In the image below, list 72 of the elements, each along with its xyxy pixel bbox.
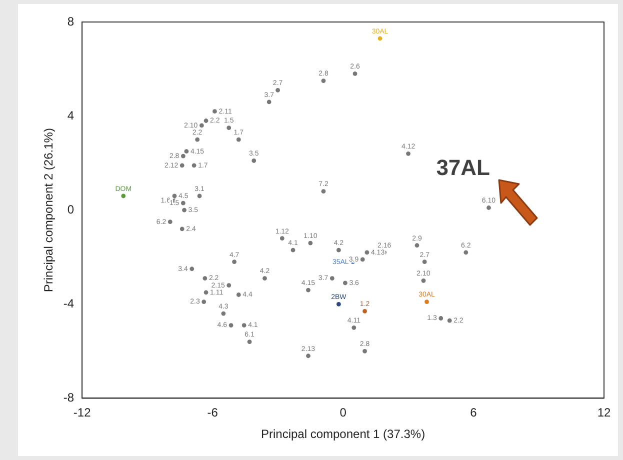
point: [212, 109, 217, 114]
x-tick-label: -12: [73, 406, 92, 420]
point: [180, 226, 184, 232]
point: [352, 325, 356, 330]
point: [236, 292, 241, 297]
point: [362, 348, 367, 354]
point: [228, 323, 234, 328]
point: [343, 280, 348, 286]
x-axis-title: Principal component 1 (37.3%): [260, 427, 426, 442]
point: [290, 248, 296, 252]
point: [421, 278, 426, 283]
point: [172, 194, 177, 198]
point: [232, 260, 236, 264]
x-tick-label: -6: [207, 406, 218, 420]
y-tick-label: 8: [67, 14, 74, 28]
point: [364, 250, 370, 255]
point: [236, 137, 241, 142]
point: [204, 290, 208, 295]
point: [414, 243, 420, 248]
x-tick-label: 0: [340, 406, 347, 420]
point: [321, 189, 326, 194]
point: [438, 316, 444, 320]
point: [197, 194, 202, 198]
point: [182, 208, 186, 212]
point: [447, 318, 452, 323]
point: [190, 266, 194, 272]
point: [276, 88, 280, 92]
x-tick-label: 6: [470, 406, 478, 420]
point: [168, 220, 172, 224]
point: [306, 354, 310, 358]
annotation: 37AL: [436, 154, 490, 180]
point: [202, 300, 206, 304]
y-tick-label: 4: [67, 108, 74, 122]
point: [221, 311, 226, 316]
point: [486, 206, 491, 210]
point: [306, 288, 310, 292]
y-tick-label: 0: [67, 202, 74, 216]
point: [360, 257, 365, 262]
point: [226, 126, 232, 130]
point: [336, 248, 341, 252]
y-axis-title: Principal component 2 (26.1%): [42, 128, 56, 292]
x-tick-label: 12: [597, 406, 611, 420]
point: [424, 300, 429, 304]
point: [252, 158, 256, 163]
point: [352, 72, 358, 76]
point: [204, 118, 208, 123]
point: [321, 78, 326, 83]
point: [464, 250, 468, 255]
point: [280, 236, 284, 241]
point: [308, 240, 313, 246]
point: [226, 283, 232, 288]
point: [180, 200, 186, 206]
point: [180, 163, 184, 168]
point: [266, 100, 272, 104]
point: [121, 194, 126, 198]
point: [184, 149, 189, 154]
point: [195, 137, 200, 142]
point: [330, 276, 334, 280]
point: [378, 36, 382, 41]
point: [406, 151, 410, 156]
point: [422, 260, 427, 264]
point: [192, 163, 196, 168]
point: [202, 276, 208, 280]
point: [180, 154, 186, 158]
y-tick-label: -4: [63, 296, 74, 310]
point: [199, 123, 204, 128]
point: [362, 309, 367, 314]
point: [262, 276, 267, 280]
point: [242, 323, 246, 328]
y-tick-label: -8: [63, 390, 74, 405]
point: [336, 302, 341, 306]
point: [247, 340, 252, 344]
